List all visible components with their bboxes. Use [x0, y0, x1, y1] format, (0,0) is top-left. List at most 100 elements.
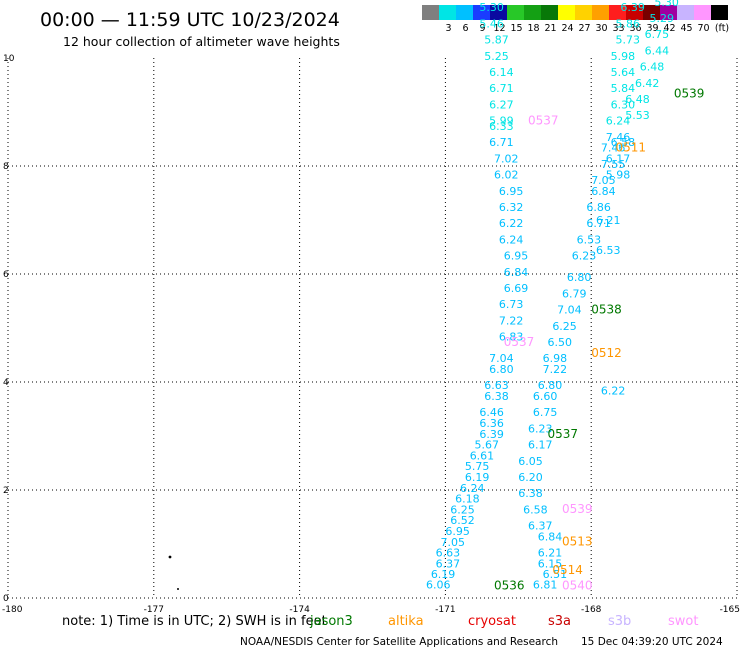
legend-label: 6 [462, 23, 468, 34]
legend-label: 70 [697, 23, 709, 34]
wave-height-value: 6.17 [606, 152, 631, 165]
wave-height-value: 7.05 [441, 536, 466, 549]
legend-swatch [490, 5, 507, 20]
x-tick-label: -177 [144, 605, 164, 615]
wave-height-value: 6.84 [591, 185, 616, 198]
legend-swatch [626, 5, 643, 20]
time-tag-swot: 0539 [562, 502, 593, 516]
wave-height-value: 6.75 [533, 406, 558, 419]
wave-height-value: 6.71 [489, 136, 514, 149]
legend-swatch [677, 5, 694, 20]
wave-height-value: 6.25 [552, 320, 577, 333]
wave-height-value: 6.19 [465, 471, 490, 484]
satellite-legend: jason3 altika cryosat s3a s3b swot [309, 614, 698, 629]
wave-height-value: 6.84 [504, 266, 528, 279]
wave-height-value: 6.15 [538, 557, 563, 570]
color-scale-legend: 3 6 9 12 15 18 21 24 27 30 33 36 39 42 45 70 (ft) [422, 5, 729, 34]
wave-height-value: 6.24 [460, 482, 485, 495]
wave-height-value: 6.22 [499, 217, 524, 230]
wave-height-value: 6.36 [479, 417, 504, 430]
y-tick-label: 4 [3, 378, 9, 388]
wave-height-value: 6.32 [499, 201, 524, 214]
time-tag-altika: 0513 [562, 534, 593, 548]
wave-height-value: 6.23 [572, 250, 597, 263]
time-tag-swot: 0537 [528, 114, 559, 128]
wave-height-value: 5.67 [475, 439, 500, 452]
legend-label: 36 [629, 23, 641, 34]
satellite-s3b: s3b [608, 614, 631, 629]
legend-label: 30 [595, 23, 607, 34]
legend-label: 15 [510, 23, 522, 34]
wave-height-value: 5.53 [625, 109, 650, 122]
wave-height-value: 6.63 [436, 547, 461, 560]
wave-height-value: 6.22 [601, 385, 626, 398]
wave-height-value: 5.86 [616, 17, 641, 30]
wave-height-value: 6.61 [470, 449, 495, 462]
legend-swatch [558, 5, 575, 20]
time-tag-swot: 0540 [562, 579, 593, 593]
axis-tick-labels: -180 -177 -174 -171 -168 -165 0 2 4 6 8 10 [2, 54, 740, 615]
wave-height-value: 6.02 [494, 169, 519, 182]
wave-height-value: 6.69 [504, 282, 528, 295]
wave-height-value: 6.38 [484, 390, 509, 403]
wave-height-value: 5.73 [616, 34, 641, 47]
time-tag-altika: 0514 [552, 563, 583, 577]
wave-height-value: 6.25 [450, 503, 475, 516]
wave-height-value: 7.02 [494, 152, 519, 165]
wave-height-value: 6.83 [499, 331, 524, 344]
wave-height-value: 5.64 [611, 66, 636, 79]
wave-height-value: 7.46 [606, 131, 631, 144]
wave-height-value: 6.81 [533, 579, 558, 592]
time-tag-jason3: 0536 [494, 579, 525, 593]
wave-height-value: 6.48 [640, 61, 665, 74]
wave-height-value: 6.98 [543, 352, 568, 365]
wave-height-value: 5.30 [654, 0, 679, 9]
wave-height-value: 6.21 [596, 214, 621, 227]
wave-height-value: 6.80 [567, 271, 592, 284]
wave-height-value: 5.75 [465, 460, 490, 473]
wave-height-value: 6.38 [518, 487, 543, 500]
island-dot [177, 588, 179, 590]
legend-label: 18 [527, 23, 539, 34]
wave-height-value: 6.48 [625, 93, 650, 106]
wave-height-value: 6.95 [504, 250, 528, 263]
wave-height-value: 7.46 [601, 142, 626, 155]
wave-height-value: 6.39 [479, 428, 504, 441]
wave-height-value: 6.18 [455, 493, 480, 506]
wave-height-value: 7.04 [557, 304, 582, 317]
wave-height-value: 6.37 [528, 520, 553, 533]
wave-height-value: 6.84 [538, 530, 563, 543]
wave-height-value: 6.30 [611, 98, 636, 111]
legend-label: 33 [612, 23, 624, 34]
legend-label: 24 [561, 23, 573, 34]
legend-swatch [422, 5, 439, 20]
x-tick-label: -174 [289, 605, 310, 615]
wave-height-value: 6.52 [450, 514, 475, 527]
credit-text: NOAA/NESDIS Center for Satellite Applica… [240, 636, 558, 648]
wave-height-value: 5.84 [611, 82, 636, 95]
legend-swatch [439, 5, 456, 20]
wave-height-value: 5.98 [611, 50, 636, 63]
render-timestamp: 15 Dec 04:39:20 UTC 2024 [581, 636, 723, 648]
wave-height-value: 5.30 [479, 1, 504, 14]
y-tick-label: 8 [3, 162, 9, 172]
wave-height-value: 7.22 [543, 363, 568, 376]
wave-height-value: 6.50 [547, 336, 572, 349]
wave-height-value: 6.80 [489, 363, 514, 376]
legend-label: 21 [544, 23, 556, 34]
legend-label: 42 [663, 23, 675, 34]
wave-height-value: 6.06 [426, 579, 451, 592]
wave-height-value: 6.58 [611, 136, 636, 149]
wave-height-value: 6.37 [436, 557, 461, 570]
time-tag-altika: 0512 [591, 346, 622, 360]
time-tag-swot: 0537 [504, 335, 535, 349]
legend-swatch [694, 5, 711, 20]
wave-height-value: 6.24 [499, 233, 524, 246]
wave-height-value: 6.58 [523, 503, 548, 516]
wave-height-value: 6.60 [533, 390, 558, 403]
wave-height-value: 6.42 [635, 77, 660, 90]
wave-height-value: 6.46 [479, 406, 504, 419]
legend-swatch [507, 5, 524, 20]
lat-lon-grid [7, 58, 738, 599]
